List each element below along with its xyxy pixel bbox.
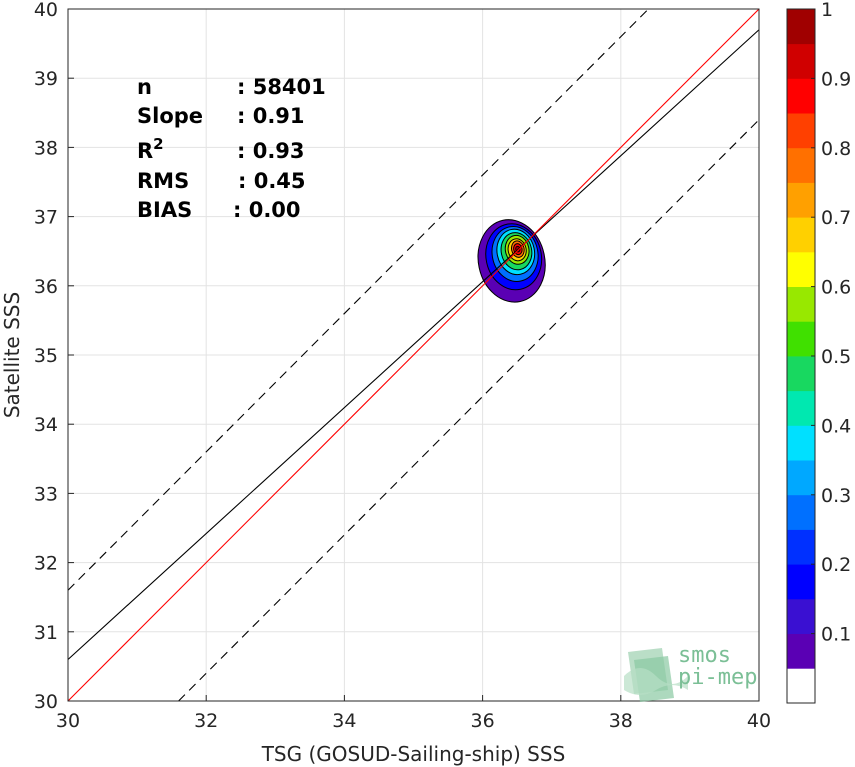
- y-tick-label: 37: [34, 207, 58, 229]
- colorbar-segment: [787, 9, 815, 45]
- regression-lines: [67, 8, 760, 702]
- colorbar-segment: [787, 356, 815, 392]
- logo-text-pimep: pi-mep: [678, 665, 757, 690]
- colorbar-ticks: 0.1 0.2 0.3 0.4 0.5 0.6 0.7 0.8 0.9 1: [811, 0, 851, 646]
- y-tick-label: 31: [34, 622, 58, 644]
- colorbar-tick-label: 0.8: [821, 138, 851, 160]
- y-tick-label: 35: [34, 345, 58, 367]
- colorbar-segment: [787, 182, 815, 218]
- stats-box: n : 58401 Slope : 0.91 R2 : 0.93 RMS : 0.45 BIAS…: [137, 75, 326, 222]
- colorbar-tick-label: 1: [821, 0, 833, 21]
- y-tick-label: 30: [34, 691, 58, 713]
- y-tick-label: 32: [34, 553, 58, 575]
- colorbar-segment: [787, 668, 815, 704]
- colorbar-tick-label: 0.3: [821, 485, 851, 507]
- x-axis-label: TSG (GOSUD-Sailing-ship) SSS: [261, 742, 566, 766]
- colorbar-tick-label: 0.5: [821, 346, 851, 368]
- colorbar-segment: [787, 43, 815, 79]
- x-tick-label: 34: [332, 710, 356, 732]
- y-axis-label: Satellite SSS: [0, 292, 24, 418]
- colorbar-tick-label: 0.6: [821, 277, 851, 299]
- colorbar-tick-label: 0.4: [821, 415, 851, 437]
- colorbar-segment: [787, 460, 815, 496]
- logo-waves-icon: [624, 648, 688, 702]
- x-tick-label: 30: [56, 710, 80, 732]
- colorbar-segment: [787, 113, 815, 149]
- y-tick-label: 39: [34, 68, 58, 90]
- colorbar-segment: [787, 633, 815, 669]
- identity-line: [67, 8, 760, 702]
- colorbar-segment: [787, 598, 815, 634]
- colorbar-tick-label: 0.1: [821, 624, 851, 646]
- stat-value: : 58401: [237, 75, 326, 99]
- x-tick-label: 38: [609, 710, 633, 732]
- x-tick-label: 36: [471, 710, 495, 732]
- colorbar-segment: [787, 390, 815, 426]
- stat-value: : 0.45: [238, 169, 306, 193]
- stat-label: n: [137, 75, 152, 99]
- fit-line: [67, 29, 760, 660]
- colorbar-segment: [787, 425, 815, 461]
- stat-value: : 0.91: [237, 104, 305, 128]
- stat-label: R2: [137, 135, 164, 163]
- stat-label: RMS: [137, 169, 189, 193]
- x-tick-label: 32: [194, 710, 218, 732]
- x-tick-label: 40: [747, 710, 771, 732]
- y-tick-label: 36: [34, 276, 58, 298]
- colorbar-tick-label: 0.9: [821, 68, 851, 90]
- stat-label: Slope: [137, 104, 203, 128]
- colorbar-segment: [787, 529, 815, 565]
- smos-pimep-logo: smos pi-mep: [624, 643, 757, 702]
- colorbar-segment: [787, 251, 815, 287]
- upper-dashed-line: [67, 8, 649, 591]
- stat-label: BIAS: [137, 198, 192, 222]
- colorbar-segment: [787, 321, 815, 357]
- stat-value: : 0.93: [237, 139, 305, 163]
- colorbar-segment: [787, 494, 815, 530]
- colorbar-tick-label: 0.2: [821, 554, 851, 576]
- y-axis-ticks: 30 31 32 33 34 35 36 37 38 39 40: [34, 0, 74, 713]
- colorbar-segment: [787, 78, 815, 114]
- stat-value: : 0.00: [233, 198, 301, 222]
- colorbar-segment: [787, 217, 815, 253]
- logo-text-smos: smos: [678, 643, 731, 668]
- y-tick-label: 40: [34, 0, 58, 21]
- colorbar: [786, 8, 816, 704]
- lower-dashed-line: [178, 119, 760, 702]
- colorbar-tick-label: 0.7: [821, 207, 851, 229]
- colorbar-segment: [787, 564, 815, 600]
- x-axis-ticks: 30 32 34 36 38 40: [56, 695, 771, 732]
- colorbar-segment: [787, 147, 815, 183]
- y-tick-label: 34: [34, 414, 58, 436]
- colorbar-segment: [787, 286, 815, 322]
- y-tick-label: 33: [34, 483, 58, 505]
- y-tick-label: 38: [34, 137, 58, 159]
